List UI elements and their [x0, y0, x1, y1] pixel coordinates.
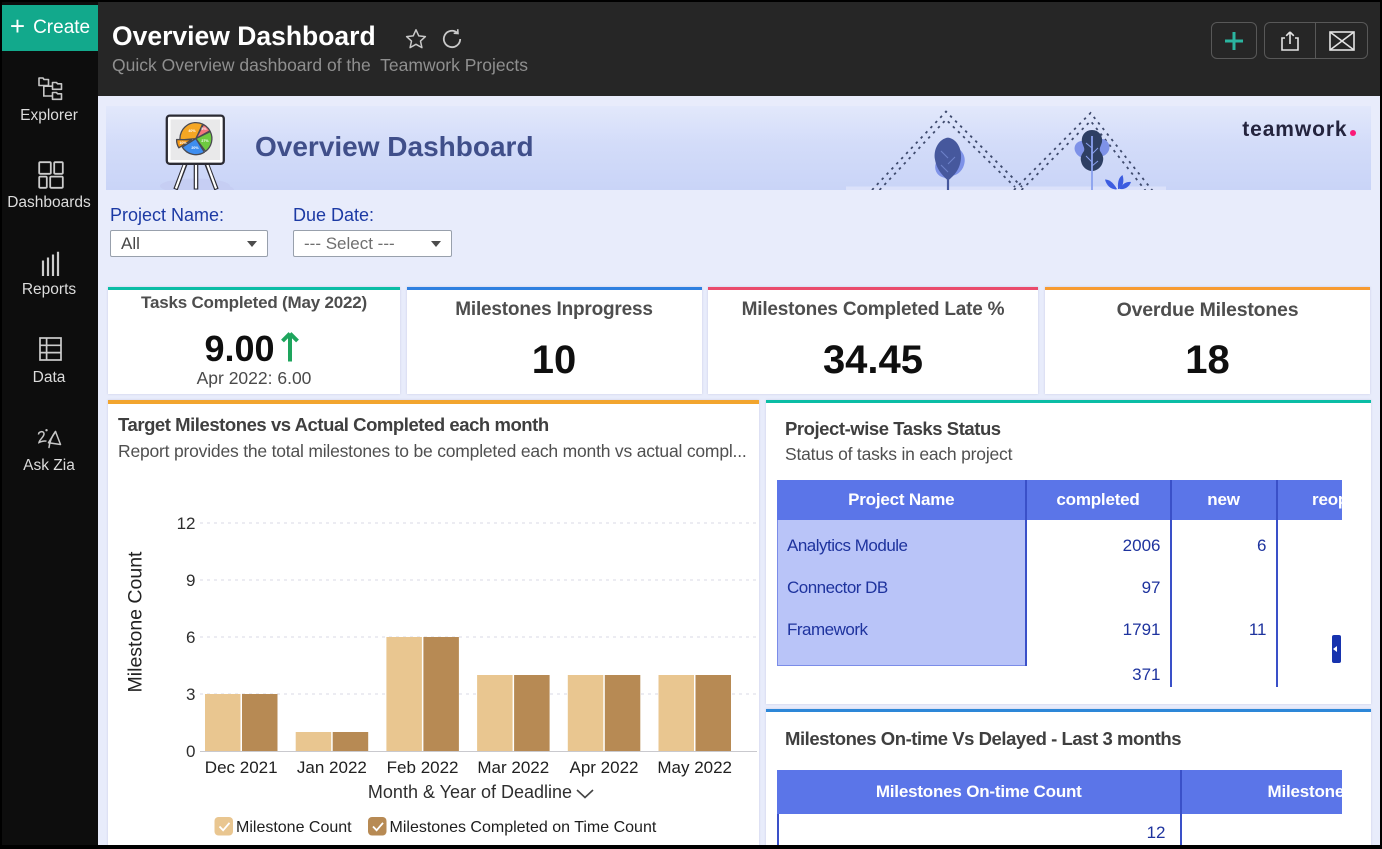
svg-text:8%: 8%	[201, 127, 207, 131]
svg-text:20%: 20%	[191, 146, 199, 150]
svg-text:3: 3	[186, 685, 195, 704]
svg-text:6: 6	[186, 628, 195, 647]
svg-text:10%: 10%	[179, 141, 187, 145]
svg-text:Feb 2022: Feb 2022	[387, 758, 459, 777]
svg-text:Month & Year of Deadline: Month & Year of Deadline	[368, 782, 572, 802]
svg-text:Milestone Count: Milestone Count	[125, 551, 147, 692]
svg-text:Milestones Completed on Time C: Milestones Completed on Time Count	[390, 819, 657, 836]
svg-text:12: 12	[177, 514, 196, 533]
svg-text:40%: 40%	[188, 129, 196, 133]
svg-text:Jan 2022: Jan 2022	[297, 758, 367, 777]
svg-text:Dec 2021: Dec 2021	[205, 758, 278, 777]
svg-text:Milestone Count: Milestone Count	[236, 819, 352, 836]
svg-text:9: 9	[186, 571, 195, 590]
svg-text:0: 0	[186, 742, 195, 761]
svg-text:Apr 2022: Apr 2022	[570, 758, 639, 777]
svg-text:Mar 2022: Mar 2022	[477, 758, 549, 777]
svg-text:27%: 27%	[201, 139, 209, 143]
svg-text:May 2022: May 2022	[657, 758, 732, 777]
